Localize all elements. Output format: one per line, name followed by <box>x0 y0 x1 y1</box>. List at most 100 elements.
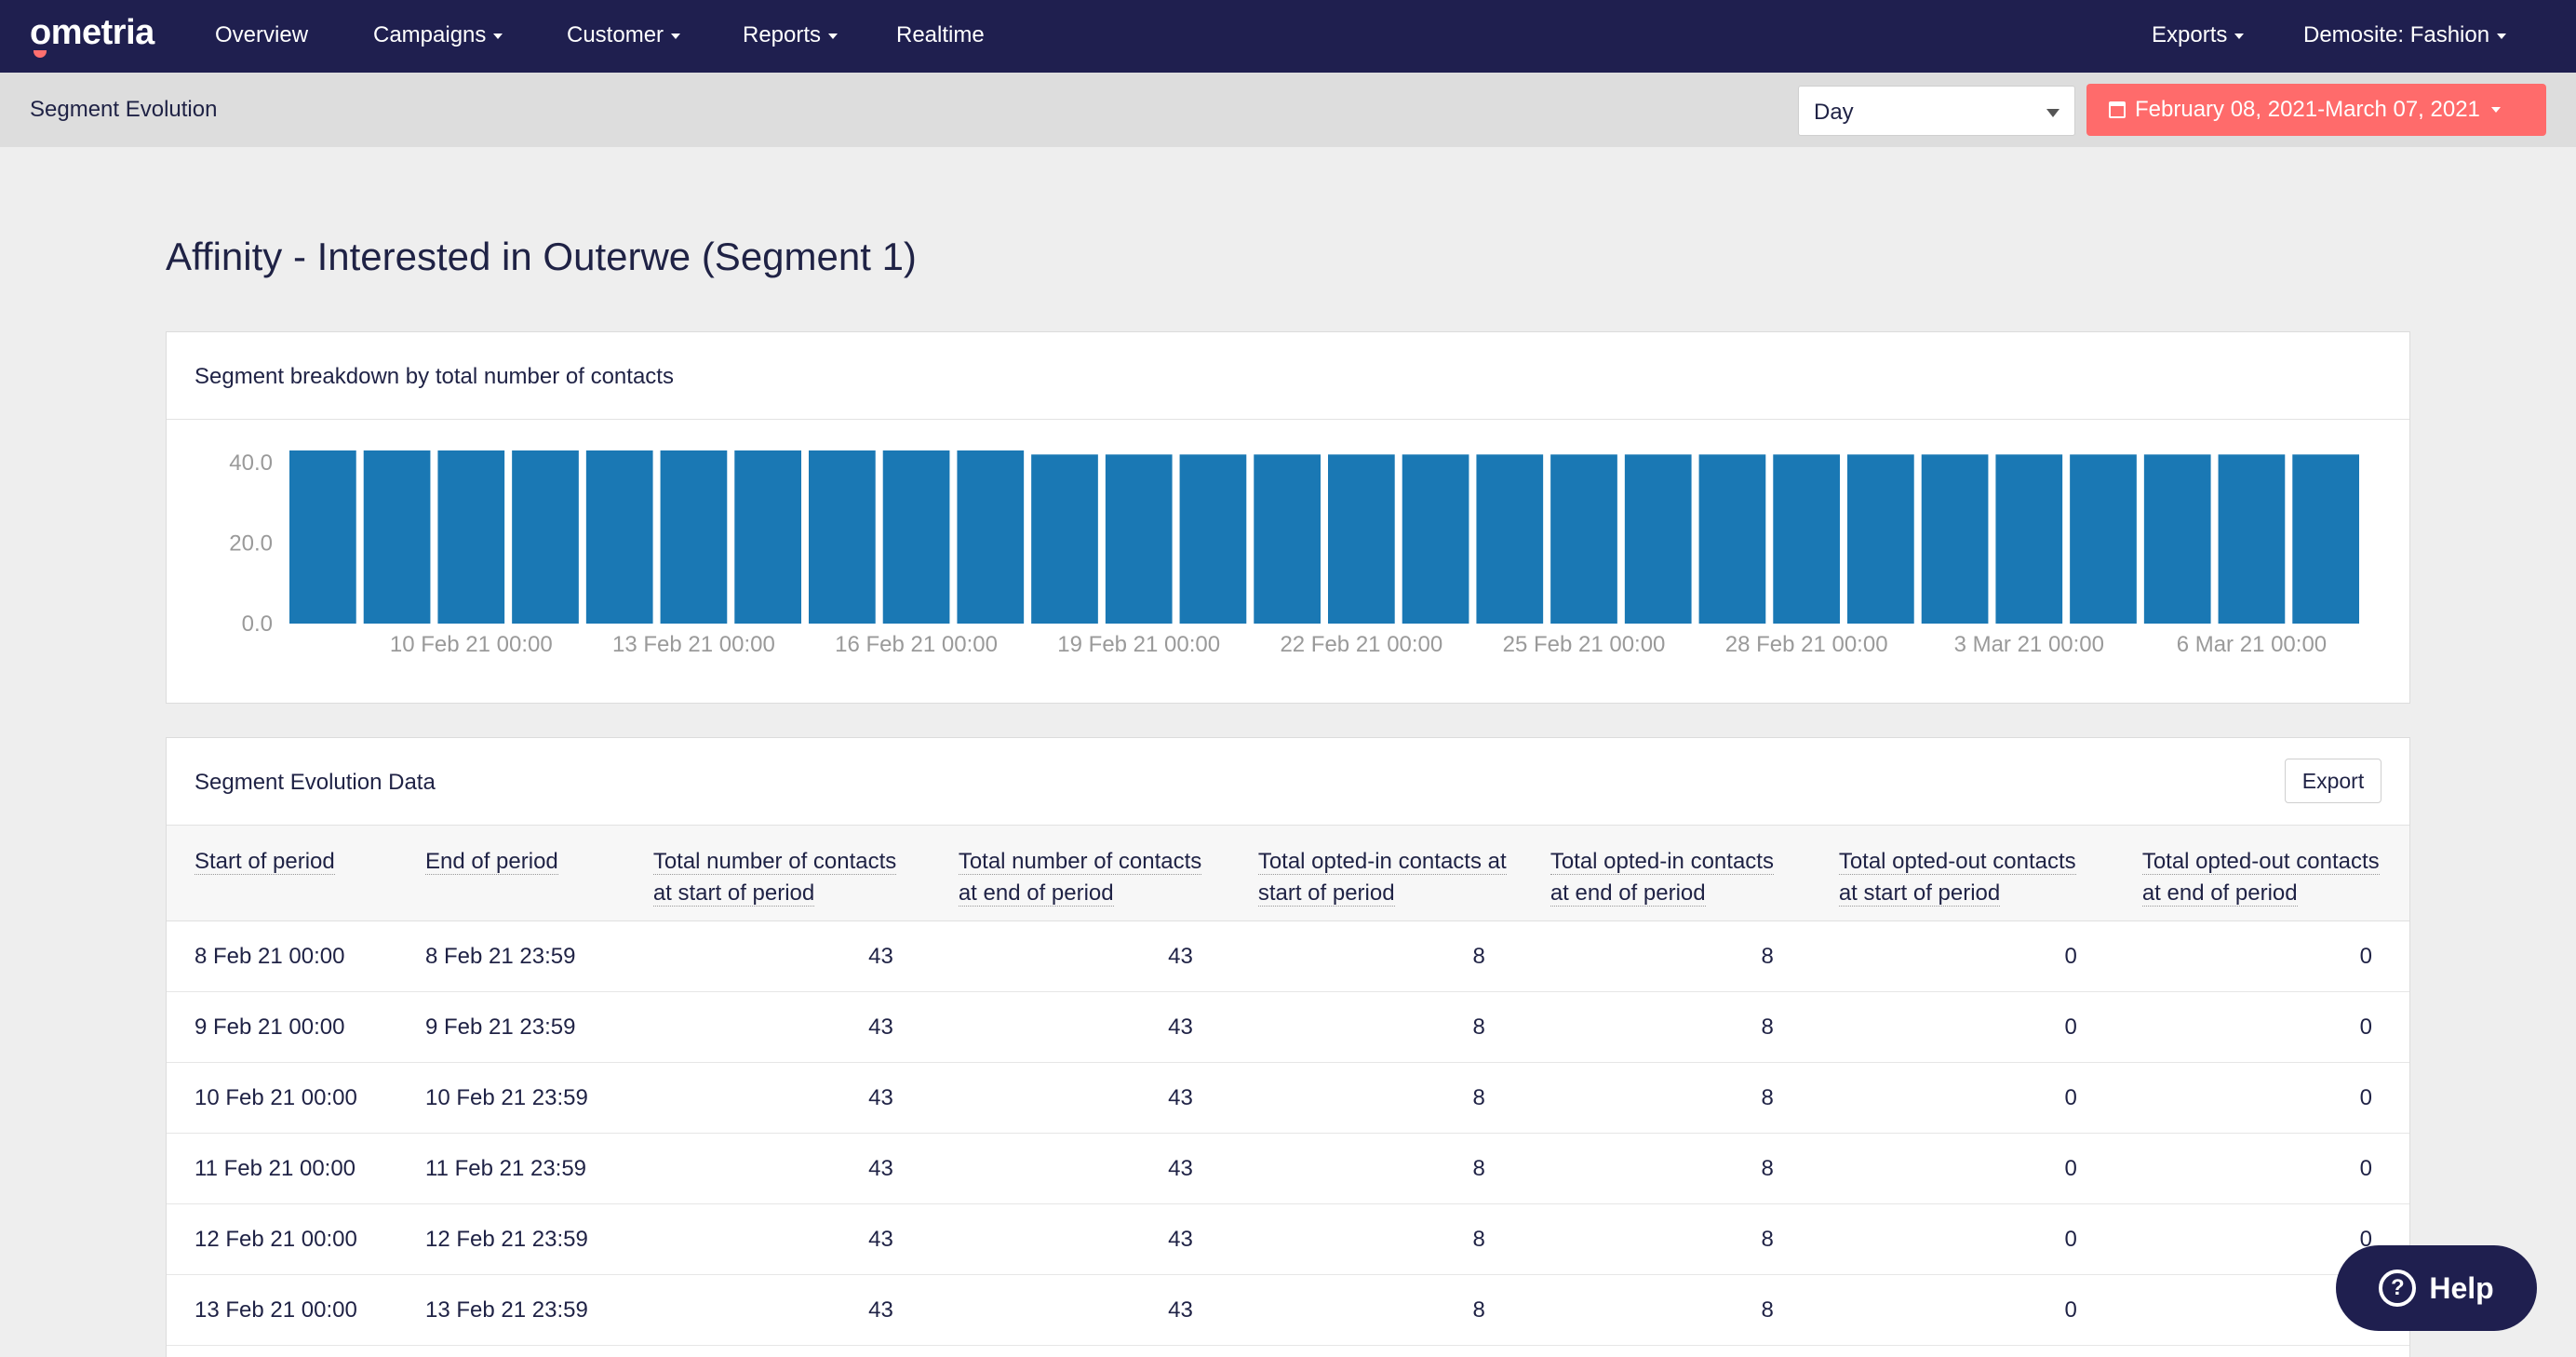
sub-header: Segment Evolution Day February 08, 2021-… <box>0 73 2576 147</box>
table-cell: 43 <box>624 1133 931 1204</box>
nav-overview[interactable]: Overview <box>215 22 309 47</box>
table-cell: 8 <box>1229 1203 1523 1275</box>
bar <box>1624 454 1692 624</box>
bar <box>585 450 653 624</box>
date-range-button[interactable]: February 08, 2021-March 07, 2021 <box>2086 84 2546 136</box>
y-tick-label: 20.0 <box>229 531 273 556</box>
nav-customer-label: Customer <box>567 22 664 47</box>
column-header[interactable]: End of period <box>397 826 625 921</box>
table-cell: 8 Feb 21 00:00 <box>167 920 397 992</box>
chevron-down-icon <box>2490 107 2501 113</box>
table-cell: 8 <box>1522 1062 1811 1134</box>
bar <box>734 450 801 624</box>
column-header[interactable]: Total opted-in contacts at start of peri… <box>1229 826 1523 921</box>
section-title: Segment Evolution <box>30 97 218 122</box>
table-cell: 8 <box>1229 920 1523 992</box>
bar <box>1254 454 1321 624</box>
table-cell: 0 <box>1810 1274 2114 1346</box>
table-cell: 11 Feb 21 23:59 <box>397 1133 625 1204</box>
bar <box>957 450 1025 624</box>
column-header-label: Start of period <box>195 849 335 875</box>
granularity-select[interactable]: Day <box>1798 86 2075 136</box>
x-tick-label: 25 Feb 21 00:00 <box>1503 632 1666 657</box>
ometria-logo[interactable]: ometria <box>30 13 154 58</box>
question-icon: ? <box>2379 1270 2417 1307</box>
column-header[interactable]: Total number of contacts at start of per… <box>624 826 931 921</box>
bar <box>2292 454 2359 624</box>
bar <box>882 450 950 624</box>
bar <box>1550 454 1617 624</box>
table-cell: 13 Feb 21 00:00 <box>167 1274 397 1346</box>
bar <box>512 450 579 624</box>
table-cell: 43 <box>930 920 1230 992</box>
table-cell: 10 Feb 21 00:00 <box>167 1062 397 1134</box>
bar <box>437 450 505 624</box>
bar <box>2070 454 2137 624</box>
y-tick-label: 40.0 <box>229 450 273 476</box>
table-cell: 8 <box>1522 1133 1811 1204</box>
table-cell: 10 Feb 21 23:59 <box>397 1062 625 1134</box>
nav-reports[interactable]: Reports <box>743 22 838 48</box>
y-tick-label: 0.0 <box>242 611 273 637</box>
table-cell: 0 <box>2113 1062 2409 1134</box>
nav-exports-label: Exports <box>2152 22 2228 47</box>
table-cell: 8 <box>1522 1274 1811 1346</box>
table-cell: 0 <box>2113 1133 2409 1204</box>
table-header-row: Start of period End of period Total numb… <box>167 826 2409 921</box>
table-panel-title: Segment Evolution Data <box>195 770 436 795</box>
date-range-label: February 08, 2021-March 07, 2021 <box>2135 97 2480 122</box>
logo-text: ometria <box>30 13 154 52</box>
column-header[interactable]: Total opted-out contacts at end of perio… <box>2113 826 2409 921</box>
table-cell: 8 <box>1522 920 1811 992</box>
table-cell: 8 <box>1229 1274 1523 1346</box>
table-cell: 8 <box>1229 991 1523 1063</box>
column-header[interactable]: Total number of contacts at end of perio… <box>930 826 1230 921</box>
granularity-value: Day <box>1814 100 1854 125</box>
column-header[interactable]: Total opted-out contacts at start of per… <box>1810 826 2114 921</box>
x-tick-label: 10 Feb 21 00:00 <box>390 632 553 657</box>
bar <box>1031 454 1098 624</box>
table-row: 11 Feb 21 00:00 11 Feb 21 23:59 43 43 8 … <box>167 1133 2409 1204</box>
x-tick-label: 13 Feb 21 00:00 <box>612 632 775 657</box>
export-button[interactable]: Export <box>2285 759 2381 803</box>
column-header[interactable]: Start of period <box>167 826 397 921</box>
nav-campaigns[interactable]: Campaigns <box>373 22 503 48</box>
nav-realtime[interactable]: Realtime <box>896 22 985 47</box>
help-label: Help <box>2429 1270 2494 1305</box>
x-tick-label: 16 Feb 21 00:00 <box>835 632 998 657</box>
x-tick-label: 19 Feb 21 00:00 <box>1057 632 1220 657</box>
table-row: 12 Feb 21 00:00 12 Feb 21 23:59 43 43 8 … <box>167 1203 2409 1275</box>
table-cell: 8 <box>1522 991 1811 1063</box>
column-header[interactable]: Total opted-in contacts at end of period <box>1522 826 1811 921</box>
table-cell: 43 <box>624 1062 931 1134</box>
table-cell: 9 Feb 21 00:00 <box>167 991 397 1063</box>
table-cell: 43 <box>930 1274 1230 1346</box>
table-cell: 43 <box>624 1203 931 1275</box>
bar <box>1476 454 1544 624</box>
nav-exports[interactable]: Exports <box>2152 22 2244 48</box>
bar <box>1773 454 1840 624</box>
column-header-label: Total opted-out contacts at start of per… <box>1838 849 2076 907</box>
x-tick-label: 28 Feb 21 00:00 <box>1725 632 1888 657</box>
nav-site-selector-label: Demosite: Fashion <box>2303 22 2490 47</box>
table-cell: 12 Feb 21 00:00 <box>167 1203 397 1275</box>
bar <box>363 450 431 624</box>
help-button[interactable]: ? Help <box>2336 1245 2537 1331</box>
table-cell: 12 Feb 21 23:59 <box>397 1203 625 1275</box>
bar <box>660 450 728 624</box>
bar <box>1402 454 1469 624</box>
nav-site-selector[interactable]: Demosite: Fashion <box>2303 22 2506 48</box>
bar <box>1847 454 1914 624</box>
nav-customer[interactable]: Customer <box>567 22 680 48</box>
table-cell: 0 <box>1810 1133 2114 1204</box>
table-cell: 13 Feb 21 23:59 <box>397 1274 625 1346</box>
bar <box>2218 454 2286 624</box>
table-panel-header: Segment Evolution Data Export <box>167 738 2409 826</box>
table-cell: 11 Feb 21 00:00 <box>167 1133 397 1204</box>
column-header-label: Total number of contacts at start of per… <box>652 849 897 907</box>
bar <box>809 450 876 624</box>
table-row: 13 Feb 21 00:00 13 Feb 21 23:59 43 43 8 … <box>167 1274 2409 1346</box>
nav-campaigns-label: Campaigns <box>373 22 487 47</box>
bar <box>1179 454 1247 624</box>
bar <box>1995 454 2063 624</box>
